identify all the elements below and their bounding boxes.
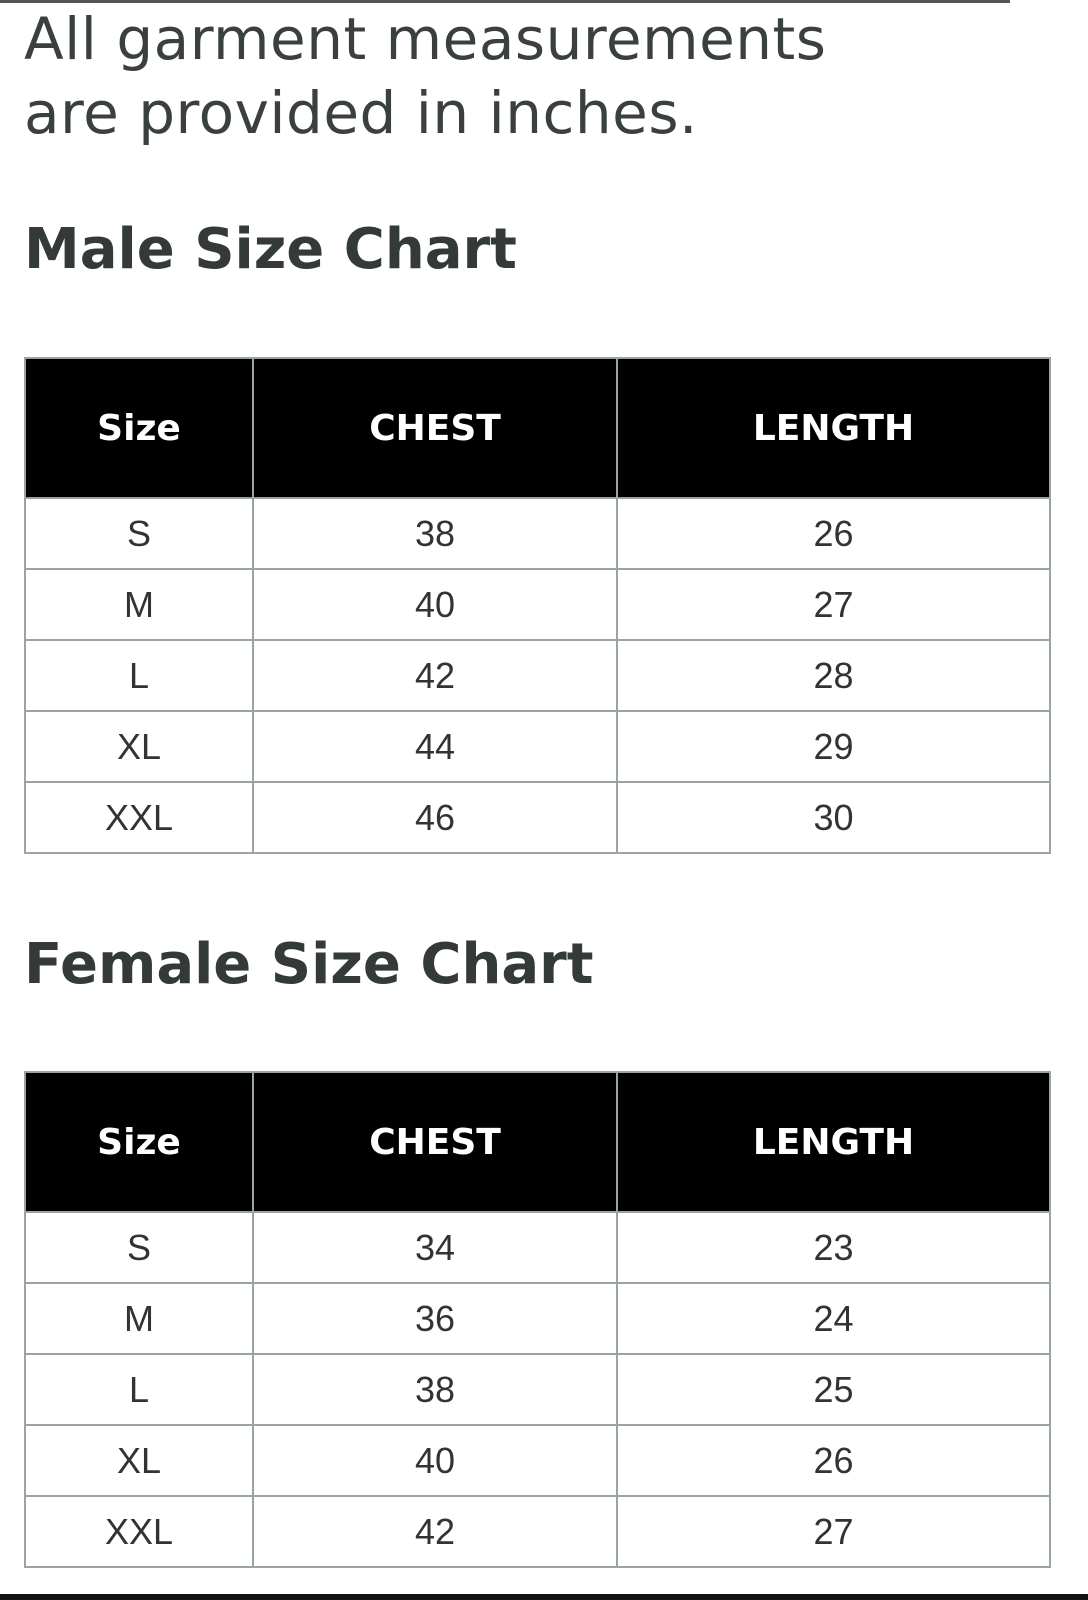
intro-line: are provided in inches. <box>24 79 698 147</box>
table-header-row: Size CHEST LENGTH <box>24 1071 1051 1213</box>
table-row: S 34 23 <box>24 1211 1051 1284</box>
intro-text: All garment measurements are provided in… <box>24 2 827 150</box>
cell-length: 28 <box>616 639 1051 712</box>
table-row: L 38 25 <box>24 1353 1051 1426</box>
cell-size: S <box>24 1211 254 1284</box>
cell-size: M <box>24 568 254 641</box>
male-size-table: Size CHEST LENGTH S 38 26 M 40 27 L 42 28 XL 44 29 X… <box>24 357 1051 854</box>
table-row: L 42 28 <box>24 639 1051 712</box>
cell-chest: 44 <box>252 710 618 783</box>
cell-length: 29 <box>616 710 1051 783</box>
table-row: S 38 26 <box>24 497 1051 570</box>
cell-chest: 46 <box>252 781 618 854</box>
cell-chest: 42 <box>252 1495 618 1568</box>
table-header-row: Size CHEST LENGTH <box>24 357 1051 499</box>
cell-chest: 34 <box>252 1211 618 1284</box>
cell-size: XL <box>24 710 254 783</box>
cell-chest: 40 <box>252 568 618 641</box>
cell-size: XL <box>24 1424 254 1497</box>
header-chest: CHEST <box>252 1071 618 1213</box>
cell-length: 27 <box>616 1495 1051 1568</box>
male-chart-title: Male Size Chart <box>24 217 517 282</box>
header-size: Size <box>24 1071 254 1213</box>
cell-size: L <box>24 1353 254 1426</box>
cell-chest: 40 <box>252 1424 618 1497</box>
cell-length: 26 <box>616 497 1051 570</box>
cell-length: 24 <box>616 1282 1051 1355</box>
table-row: XXL 46 30 <box>24 781 1051 854</box>
header-length: LENGTH <box>616 1071 1051 1213</box>
table-row: M 40 27 <box>24 568 1051 641</box>
cell-length: 25 <box>616 1353 1051 1426</box>
header-chest: CHEST <box>252 357 618 499</box>
table-row: XL 44 29 <box>24 710 1051 783</box>
table-row: M 36 24 <box>24 1282 1051 1355</box>
table-row: XL 40 26 <box>24 1424 1051 1497</box>
cell-size: S <box>24 497 254 570</box>
top-divider <box>0 0 1010 3</box>
cell-chest: 42 <box>252 639 618 712</box>
header-length: LENGTH <box>616 357 1051 499</box>
female-chart-title: Female Size Chart <box>24 932 594 997</box>
cell-length: 23 <box>616 1211 1051 1284</box>
cell-chest: 36 <box>252 1282 618 1355</box>
bottom-edge <box>0 1594 1088 1600</box>
cell-chest: 38 <box>252 497 618 570</box>
female-size-table: Size CHEST LENGTH S 34 23 M 36 24 L 38 25 XL 40 26 X… <box>24 1071 1051 1568</box>
cell-length: 30 <box>616 781 1051 854</box>
cell-length: 26 <box>616 1424 1051 1497</box>
cell-size: L <box>24 639 254 712</box>
cell-length: 27 <box>616 568 1051 641</box>
cell-chest: 38 <box>252 1353 618 1426</box>
intro-line: All garment measurements <box>24 5 827 73</box>
header-size: Size <box>24 357 254 499</box>
table-row: XXL 42 27 <box>24 1495 1051 1568</box>
cell-size: XXL <box>24 1495 254 1568</box>
cell-size: M <box>24 1282 254 1355</box>
cell-size: XXL <box>24 781 254 854</box>
